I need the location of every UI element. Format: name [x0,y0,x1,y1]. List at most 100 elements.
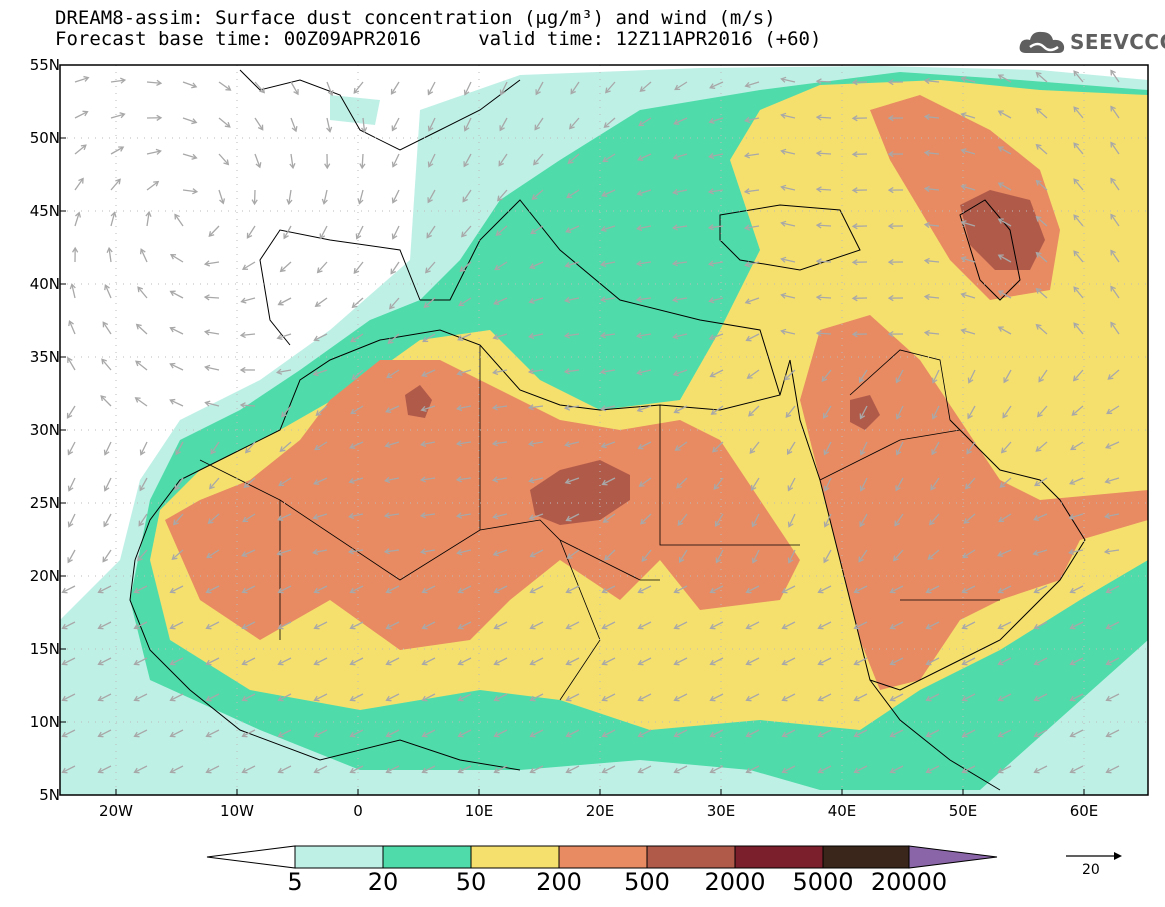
wind-arrow [134,585,148,593]
wind-arrow [170,693,184,701]
wind-arrow-head [780,256,787,263]
wind-arrow-head [245,447,251,454]
wind-arrow [500,81,508,95]
wind-arrow [747,369,760,379]
wind-arrow [925,223,940,227]
wind-arrow-head [457,731,464,738]
wind-arrow-head [895,413,902,420]
wind-arrow [98,729,112,737]
wind-arrow-head [493,623,500,630]
wind-arrow-head [203,294,210,301]
wind-arrow [494,621,508,629]
wind-arrow [386,621,400,629]
wind-arrow [601,369,616,373]
wind-arrow [314,333,328,341]
wind-arrow-head [1069,767,1076,774]
wind-arrow [422,657,436,665]
wind-arrow [931,441,940,455]
wind-arrow-head [1110,249,1116,256]
wind-arrow [710,765,724,773]
wind-arrow [104,441,112,455]
wind-arrow-head [895,449,902,456]
wind-arrow [390,81,400,95]
wind-arrow [313,513,328,519]
wind-arrow-head [385,623,392,630]
wind-arrow [206,765,220,773]
wind-arrow-head [887,330,894,338]
coastlines [129,69,1086,791]
wind-arrow [1034,657,1048,665]
wind-arrow [74,77,89,83]
wind-arrow [71,284,76,299]
wind-arrow-head [564,261,571,268]
wind-arrow-head [316,267,323,274]
wind-arrow [604,549,616,561]
wind-arrow-head [709,767,716,774]
wind-arrow-head [676,482,682,489]
wind-arrow-head [815,186,822,193]
wind-arrow [961,149,976,155]
wind-arrow [1106,693,1120,701]
wind-arrow [925,79,940,83]
wind-arrow [566,729,580,737]
wind-arrow-head [815,258,822,265]
wind-arrow-head [169,362,176,369]
wind-arrow [386,585,400,593]
wind-arrow [314,441,328,451]
wind-arrow-head [527,368,535,375]
wind-arrow [966,441,976,454]
wind-arrow-head [493,659,500,666]
wind-arrow-head [851,223,858,230]
wind-arrow-head [889,731,896,738]
wind-arrow-head [744,261,751,268]
wind-arrow-head [203,260,211,267]
wind-arrow-head [102,556,108,563]
wind-arrow [961,113,976,119]
colorbar-label: 20 [367,868,399,896]
wind-arrow-head [930,484,936,491]
wind-arrow [1036,252,1048,263]
wind-arrow-head [637,695,644,702]
wind-arrow [998,146,1012,155]
wind-arrow [1034,585,1048,593]
wind-arrow [781,294,796,299]
wind-arrow-head [241,695,248,702]
wind-arrow [421,513,436,517]
wind-arrow [1033,513,1048,521]
wind-arrow [138,513,148,526]
wind-arrow-head [707,260,715,267]
wind-arrow [677,513,688,526]
wind-arrow [679,549,688,563]
wind-arrow [493,477,508,481]
wind-arrow [350,657,364,665]
wind-arrow-head [780,292,787,299]
wind-arrow [101,358,112,371]
wind-arrow-head [1002,412,1008,419]
wind-arrow-head [997,659,1004,666]
wind-arrow [854,585,868,593]
wind-arrow-head [529,659,536,666]
wind-arrow-head [960,292,967,299]
wind-arrow-head [456,549,463,556]
wind-arrow-head [672,153,679,160]
wind-arrow-head [423,302,430,309]
wind-arrow-head [1032,549,1039,556]
wind-arrow-head [750,484,757,491]
wind-arrow-head [671,260,678,267]
wind-arrow [349,549,364,553]
colorbar-swatch-500 [646,845,736,869]
wind-arrow-head [205,731,212,738]
wind-arrow-head [225,85,232,91]
wind-arrow [530,765,544,773]
wind-arrow-head [494,264,501,271]
wind-arrow-head [384,441,391,448]
wind-arrow-head [156,114,163,121]
wind-arrow-head [1069,731,1076,738]
wind-arrow-head [1072,375,1079,382]
wind-arrow [139,477,148,491]
wind-arrow-head [205,695,212,702]
wind-arrow [565,297,580,302]
wind-arrow-head [635,260,643,267]
wind-arrow [421,477,436,481]
wind-arrow [999,477,1012,488]
